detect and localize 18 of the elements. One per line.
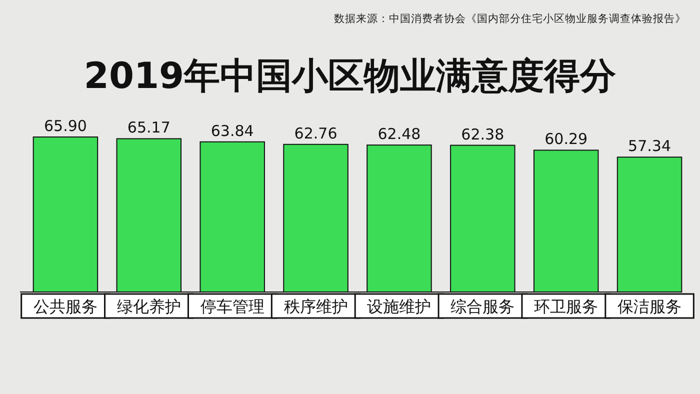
- x-tick-label: 设施维护: [367, 297, 432, 316]
- x-tick-label: 停车管理: [200, 297, 264, 316]
- source-note: 数据来源：中国消费者协会《国内部分住宅小区物业服务调查体验报告》: [334, 12, 686, 25]
- data-label: 62.76: [294, 124, 338, 142]
- chart-title: 2019年中国小区物业满意度得分: [84, 56, 616, 97]
- x-tick-label: 绿化养护: [116, 297, 181, 316]
- data-label: 57.34: [628, 137, 672, 156]
- data-label: 60.29: [544, 130, 588, 148]
- data-label: 62.48: [378, 125, 421, 144]
- x-tick-label: 保洁服务: [618, 297, 682, 316]
- x-tick-label: 综合服务: [450, 297, 515, 316]
- data-label: 63.84: [210, 122, 254, 140]
- data-label: 62.38: [461, 125, 504, 144]
- x-tick-label: 公共服务: [33, 297, 98, 316]
- x-tick-label: 环卫服务: [534, 297, 598, 316]
- data-label: 65.17: [127, 118, 170, 137]
- data-label: 65.90: [44, 117, 87, 135]
- x-tick-label: 秩序维护: [284, 297, 348, 316]
